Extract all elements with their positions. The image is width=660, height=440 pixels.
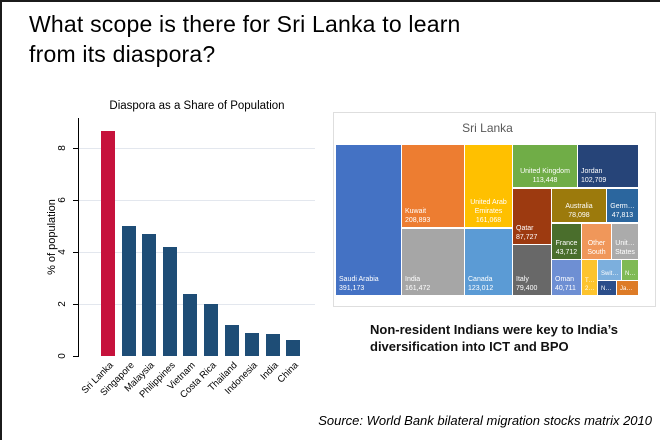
- bar-china: [286, 340, 301, 356]
- treemap-cell-label: United Kingdom 113,448: [514, 167, 576, 185]
- treemap-cell-label: Kuwait 208,893: [405, 207, 463, 225]
- y-tick-label: 4: [57, 249, 68, 255]
- treemap-cell-value: 161,472: [405, 285, 431, 292]
- treemap-cell-value: 78,098: [568, 212, 590, 219]
- treemap-cell-value: 2…: [585, 285, 595, 292]
- caption-line-2: diversification into ICT and BPO: [370, 338, 569, 354]
- treemap-cell-saudi-arabia: Saudi Arabia 391,173: [336, 145, 401, 295]
- treemap-cell-label: Ja…: [620, 285, 633, 292]
- treemap-cell-label: N…: [625, 270, 636, 277]
- bar-malaysia: [142, 233, 157, 356]
- y-tick-label: 8: [57, 145, 68, 151]
- treemap-cell-value: 40,711: [555, 285, 576, 292]
- treemap-cell-value: 123,012: [468, 285, 494, 292]
- gridline: [79, 148, 315, 149]
- treemap-title: Sri Lanka: [462, 121, 513, 135]
- treemap-cell-label: Saudi Arabia 391,173: [339, 275, 400, 293]
- y-tick-label: 6: [57, 197, 68, 203]
- treemap-cell-australia: Australia 78,098: [552, 189, 606, 222]
- y-tick-label: 0: [57, 353, 68, 359]
- treemap-cell-other-south: Other South: [582, 224, 611, 259]
- treemap-cell-value: 87,727: [516, 234, 538, 241]
- treemap-cell-value: 161,068: [475, 217, 502, 224]
- treemap-cell-jordan: Jordan 102,709: [578, 145, 638, 187]
- treemap-cell-label: India 161,472: [405, 275, 463, 293]
- bar-costa-rica: [204, 304, 218, 356]
- treemap-cell-label: Swit…: [601, 270, 619, 277]
- page-title: What scope is there for Sri Lanka to lea…: [29, 9, 649, 69]
- treemap-cell-n: N…: [598, 281, 616, 295]
- treemap-cell-label: Jordan 102,709: [581, 167, 637, 185]
- treemap-cell-value: 47,813: [611, 212, 634, 219]
- caption-line-1: Non-resident Indians were key to India’s: [370, 322, 619, 337]
- treemap-cell-label: Other South: [587, 240, 606, 256]
- treemap-cell-n: N…: [622, 260, 638, 280]
- bar-vietnam: [183, 293, 198, 356]
- source-note: Source: World Bank bilateral migration s…: [318, 413, 652, 428]
- treemap-cell-label: United Arab Emirates 161,068: [466, 198, 511, 225]
- treemap-cell-value: 43,712: [555, 249, 578, 256]
- treemap-cells-area: Saudi Arabia 391,173 Kuwait 208,893 India 161…: [336, 145, 639, 296]
- gridline: [79, 252, 315, 253]
- treemap-cell-value: 79,400: [516, 285, 538, 292]
- bar-singapore: [121, 226, 136, 356]
- treemap-cell-label: Italy 79,400: [516, 275, 550, 293]
- treemap-cell-label: Germ… 47,813: [608, 202, 637, 220]
- treemap-cell-swit: Swit…: [598, 260, 621, 280]
- treemap-cell-value: 208,893: [405, 217, 431, 224]
- treemap-cell-united-arab-emirates: United Arab Emirates 161,068: [465, 145, 512, 227]
- gridline: [79, 200, 315, 201]
- y-tick-mark: [73, 356, 79, 357]
- treemap-cell-value: 113,448: [532, 177, 558, 184]
- bar-sri-lanka: [101, 131, 115, 356]
- treemap-cell-united-kingdom: United Kingdom 113,448: [513, 145, 577, 187]
- treemap-cell-t: T… 2…: [582, 260, 597, 295]
- treemap-cell-oman: Oman 40,711: [552, 260, 581, 295]
- y-tick-mark: [73, 252, 79, 253]
- treemap-cell-label: T… 2…: [585, 278, 595, 292]
- treemap-cell-label: Qatar 87,727: [516, 224, 550, 242]
- bar-philippines: [162, 246, 177, 356]
- treemap-cell-germ: Germ… 47,813: [607, 189, 638, 222]
- treemap-cell-canada: Canada 123,012: [465, 229, 512, 295]
- y-tick-label: 2: [57, 301, 68, 307]
- y-tick-mark: [73, 200, 79, 201]
- treemap-cell-ja: Ja…: [617, 281, 638, 295]
- bar-chart-plot-area: 0 2 4 6 8 Sri Lanka Singapore Malaysia Philippin…: [57, 118, 315, 401]
- treemap-cell-label: France 43,712: [553, 239, 580, 257]
- bar-chart-title: Diaspora as a Share of Population: [109, 100, 285, 112]
- treemap-cell-france: France 43,712: [552, 224, 581, 259]
- treemap-cell-italy: Italy 79,400: [513, 245, 551, 295]
- page-title-line-1: What scope is there for Sri Lanka to lea…: [29, 11, 461, 37]
- treemap-cell-label: Canada 123,012: [468, 275, 511, 293]
- bar-thailand: [224, 324, 239, 356]
- treemap-cell-value: 102,709: [581, 177, 607, 184]
- treemap-cell-india: India 161,472: [402, 229, 464, 295]
- page-title-line-2: from its diaspora?: [29, 41, 216, 67]
- treemap-cell-qatar: Qatar 87,727: [513, 189, 551, 244]
- treemap-cell-label: Unit… States: [615, 240, 635, 256]
- treemap-cell-label: Australia 78,098: [553, 202, 605, 220]
- treemap-cell-kuwait: Kuwait 208,893: [402, 145, 464, 227]
- treemap-cell-unit-states: Unit… States: [612, 224, 638, 259]
- y-tick-mark: [73, 304, 79, 305]
- y-tick-mark: [73, 148, 79, 149]
- bar-india: [265, 333, 280, 356]
- bar-indonesia: [245, 332, 260, 356]
- treemap-cell-label: N…: [601, 285, 612, 292]
- caption: Non-resident Indians were key to India’s…: [370, 322, 660, 355]
- treemap-chart: Sri Lanka Saudi Arabia 391,173 Kuwait 208,8…: [333, 112, 656, 307]
- treemap-cell-label: Oman 40,711: [555, 275, 580, 293]
- treemap-cell-value: 391,173: [339, 285, 365, 292]
